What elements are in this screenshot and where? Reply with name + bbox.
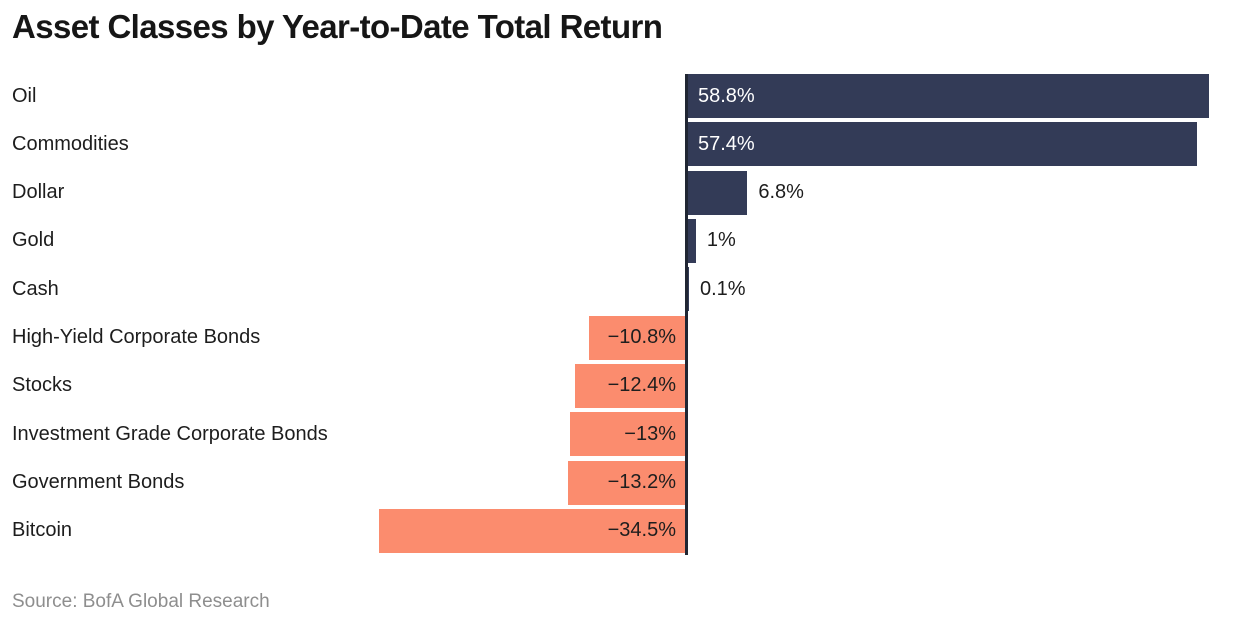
chart-title: Asset Classes by Year-to-Date Total Retu… bbox=[12, 8, 663, 45]
negative-bar bbox=[567, 460, 685, 505]
positive-bar bbox=[687, 170, 748, 215]
positive-bar bbox=[687, 218, 696, 263]
category-label: Dollar bbox=[12, 181, 65, 204]
category-label: High-Yield Corporate Bonds bbox=[12, 326, 261, 349]
chart-row: Bitcoin −34.5% bbox=[0, 508, 1237, 553]
value-label: −13% bbox=[624, 422, 676, 445]
chart-row: Cash 0.1% bbox=[0, 267, 1237, 312]
chart-row: Gold 1% bbox=[0, 218, 1237, 263]
chart-row: Investment Grade Corporate Bonds −13% bbox=[0, 412, 1237, 457]
value-label: 6.8% bbox=[758, 181, 804, 204]
value-label: −13.2% bbox=[607, 471, 676, 494]
zero-axis-line bbox=[685, 74, 688, 555]
value-label: 0.1% bbox=[700, 277, 746, 300]
category-label: Investment Grade Corporate Bonds bbox=[12, 422, 328, 445]
chart-row: Government Bonds −13.2% bbox=[0, 460, 1237, 505]
positive-bar bbox=[687, 122, 1197, 167]
category-label: Bitcoin bbox=[12, 519, 73, 542]
value-label: 1% bbox=[706, 229, 736, 252]
category-label: Government Bonds bbox=[12, 471, 185, 494]
negative-bar bbox=[378, 508, 685, 553]
chart-row: High-Yield Corporate Bonds −10.8% bbox=[0, 315, 1237, 360]
source-note: Source: BofA Global Research bbox=[12, 591, 270, 612]
value-label: 58.8% bbox=[698, 84, 755, 107]
category-label: Cash bbox=[12, 277, 59, 300]
chart-row: Stocks −12.4% bbox=[0, 363, 1237, 408]
positive-bar bbox=[687, 267, 689, 312]
chart-row: Oil 58.8% bbox=[0, 74, 1237, 118]
chart-row: Dollar 6.8% bbox=[0, 170, 1237, 215]
negative-bar bbox=[574, 363, 685, 408]
category-label: Gold bbox=[12, 229, 55, 252]
category-label: Stocks bbox=[12, 374, 73, 397]
value-label: −10.8% bbox=[607, 326, 676, 349]
negative-bar bbox=[569, 412, 685, 457]
chart-row: Commodities 57.4% bbox=[0, 122, 1237, 167]
category-label: Oil bbox=[12, 84, 37, 107]
category-label: Commodities bbox=[12, 132, 129, 155]
positive-bar bbox=[687, 74, 1210, 118]
value-label: −34.5% bbox=[607, 519, 676, 542]
negative-bar bbox=[589, 315, 685, 360]
value-label: −12.4% bbox=[607, 374, 676, 397]
value-label: 57.4% bbox=[698, 132, 755, 155]
